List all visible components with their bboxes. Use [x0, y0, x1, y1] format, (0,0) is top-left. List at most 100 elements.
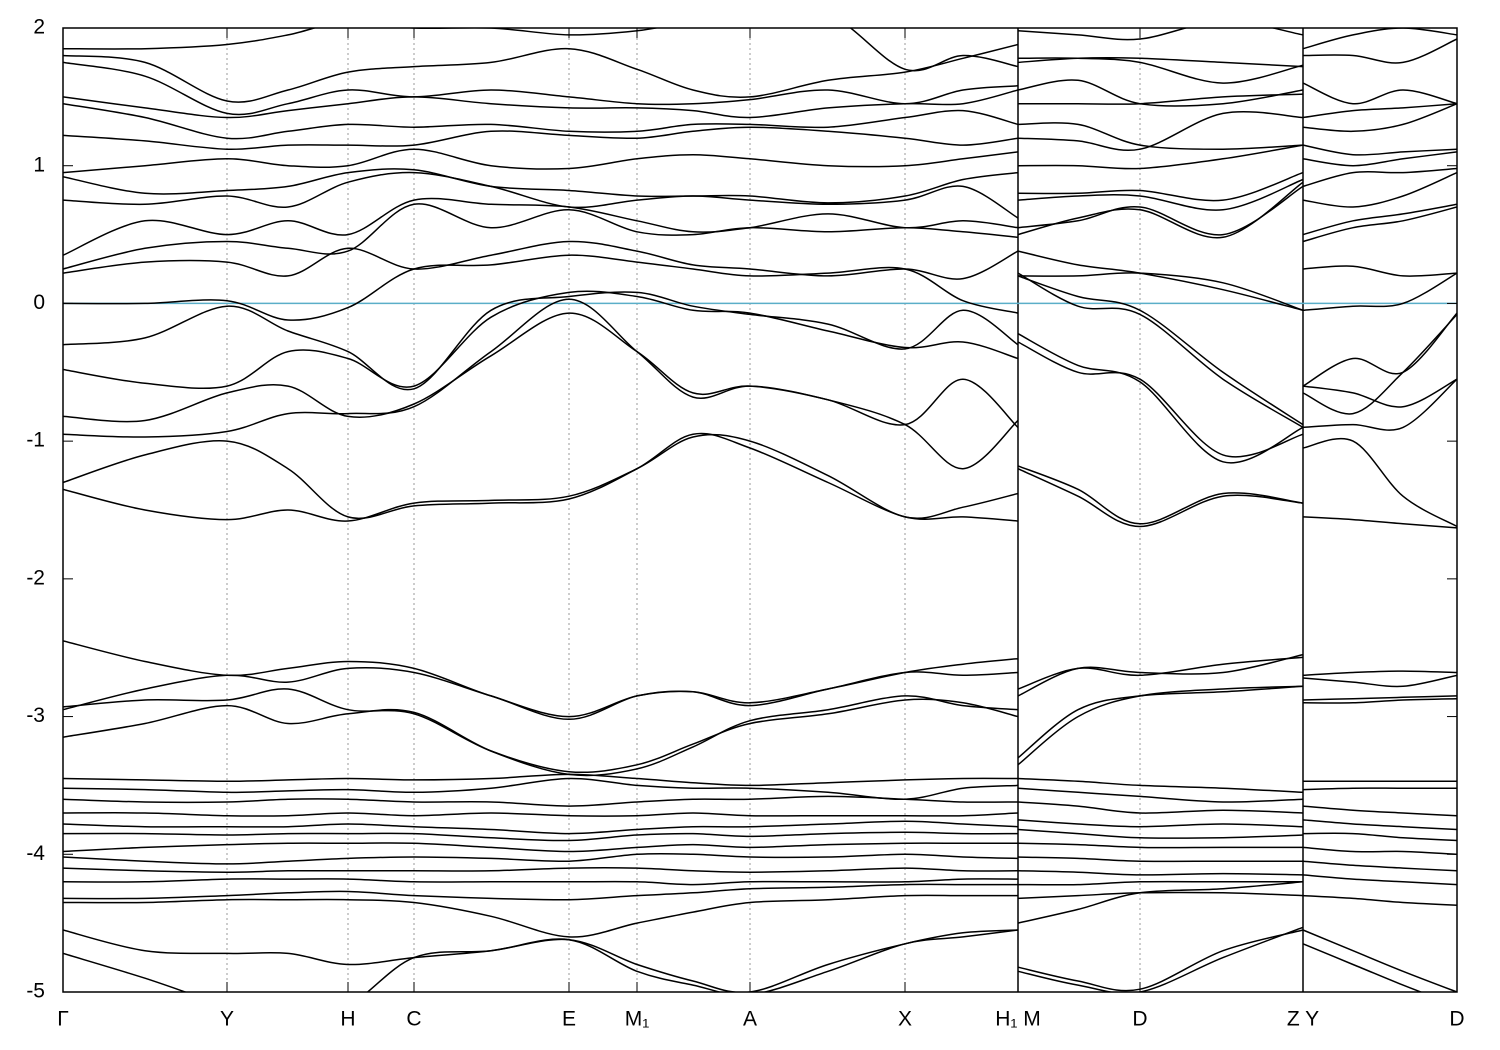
band: [63, 171, 1019, 219]
band: [1017, 465, 1304, 525]
band: [63, 298, 1019, 470]
y-tick-label: -1: [26, 429, 45, 452]
band: [63, 878, 1019, 886]
band: [1302, 894, 1457, 906]
y-tick-label: -3: [26, 704, 45, 727]
band: [1017, 178, 1304, 211]
band: [1017, 28, 1304, 41]
band: [1302, 697, 1457, 704]
band: [1017, 870, 1304, 876]
band: [63, 432, 1019, 522]
x-tick-label: M₁: [625, 1008, 650, 1031]
x-tick-label: Γ: [57, 1008, 69, 1031]
band: [1017, 880, 1303, 886]
band: [1017, 842, 1303, 849]
x-tick-label: Y: [220, 1008, 234, 1031]
y-tick-label: 2: [33, 16, 45, 39]
band: [63, 197, 1019, 256]
band: [1017, 881, 1304, 924]
band: [1017, 110, 1304, 151]
x-tick-label: Z Y: [1287, 1008, 1319, 1031]
band: [63, 203, 1019, 270]
band: [1302, 378, 1457, 408]
band: [1302, 695, 1457, 701]
band: [63, 820, 1019, 835]
x-tick-label: H₁ M: [995, 1008, 1041, 1031]
band: [1302, 846, 1457, 856]
band: [63, 89, 1019, 119]
band: [1302, 674, 1457, 688]
band: [63, 688, 1019, 774]
band: [1302, 516, 1457, 529]
band: [1302, 819, 1457, 831]
band: [1302, 832, 1457, 842]
band: [63, 61, 1019, 116]
band: [1302, 787, 1457, 791]
x-tick-label: E: [562, 1008, 576, 1031]
band: [63, 842, 1018, 853]
x-tick-label: X: [898, 1008, 912, 1031]
band: [1017, 856, 1303, 863]
band: [1017, 656, 1304, 690]
band: [63, 929, 1019, 992]
band: [1017, 777, 1304, 794]
band: [1018, 93, 1304, 105]
x-tick-label: C: [406, 1008, 421, 1031]
x-tick-label: A: [743, 1008, 757, 1031]
y-tick-label: -4: [26, 842, 45, 865]
band: [63, 28, 1019, 72]
band: [1017, 57, 1304, 68]
band: [1017, 250, 1304, 312]
band: [1017, 272, 1304, 429]
band: [1017, 468, 1304, 528]
band: [1017, 144, 1304, 170]
band: [1302, 103, 1457, 133]
band: [63, 929, 1019, 992]
band: [1302, 82, 1457, 105]
band: [1302, 151, 1457, 167]
band: [1302, 265, 1457, 277]
band: [63, 433, 1019, 522]
plot-frame: [62, 27, 1458, 993]
band: [63, 291, 1019, 391]
band: [1017, 272, 1304, 312]
band: [1017, 926, 1304, 992]
band: [63, 168, 1019, 204]
band: [1017, 801, 1304, 814]
band: [63, 290, 1019, 390]
band: [1302, 102, 1457, 119]
band: [63, 773, 1019, 787]
band: [1017, 122, 1304, 150]
band: [63, 831, 1019, 842]
band: [1017, 341, 1304, 458]
band: [1302, 670, 1457, 677]
band: [1017, 891, 1304, 900]
band: [1017, 685, 1304, 766]
band: [1017, 685, 1304, 759]
band: [63, 894, 1018, 938]
band: [1302, 805, 1457, 817]
band: [1017, 653, 1304, 697]
band: [1302, 312, 1457, 387]
band: [63, 695, 1019, 777]
x-tick-label: H: [340, 1008, 355, 1031]
y-tick-label: 1: [33, 153, 45, 176]
band: [63, 240, 1019, 280]
band: [1302, 171, 1457, 208]
y-tick-label: 0: [33, 291, 45, 314]
band: [63, 852, 1019, 865]
band: [1302, 943, 1423, 992]
band: [63, 126, 1019, 150]
band: [63, 43, 1019, 103]
band: [1017, 333, 1304, 464]
band: [1302, 437, 1457, 528]
band: [1017, 79, 1304, 107]
band: [1302, 313, 1457, 415]
band: [1017, 787, 1304, 803]
y-tick-label: -2: [26, 566, 45, 589]
band: [1302, 38, 1457, 64]
band: [63, 866, 1019, 873]
band: [63, 312, 1019, 428]
band: [63, 148, 1019, 174]
